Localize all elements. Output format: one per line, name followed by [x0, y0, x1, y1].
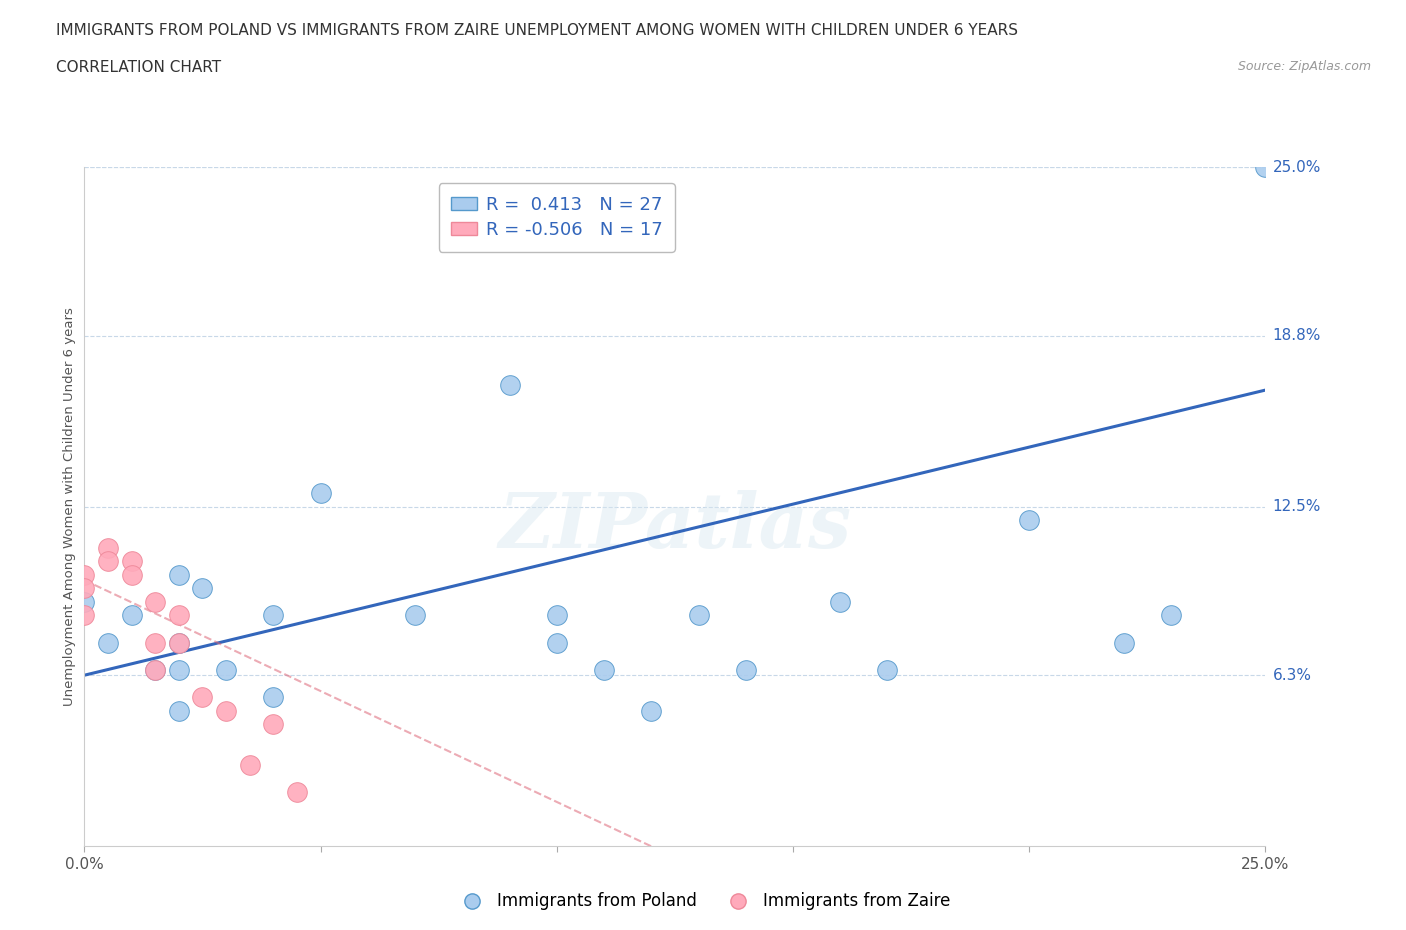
Point — [262, 608, 284, 623]
Point — [143, 662, 166, 677]
Point — [167, 662, 190, 677]
Point — [97, 635, 120, 650]
Point — [262, 689, 284, 704]
Text: 18.8%: 18.8% — [1272, 328, 1320, 343]
Legend: Immigrants from Poland, Immigrants from Zaire: Immigrants from Poland, Immigrants from … — [449, 885, 957, 917]
Text: IMMIGRANTS FROM POLAND VS IMMIGRANTS FROM ZAIRE UNEMPLOYMENT AMONG WOMEN WITH CH: IMMIGRANTS FROM POLAND VS IMMIGRANTS FRO… — [56, 23, 1018, 38]
Point — [191, 689, 214, 704]
Point — [143, 662, 166, 677]
Text: 25.0%: 25.0% — [1272, 160, 1320, 175]
Point — [1112, 635, 1135, 650]
Point — [73, 608, 96, 623]
Point — [97, 540, 120, 555]
Point — [167, 635, 190, 650]
Point — [191, 581, 214, 596]
Point — [546, 608, 568, 623]
Point — [734, 662, 756, 677]
Point — [215, 703, 238, 718]
Point — [167, 635, 190, 650]
Point — [1018, 513, 1040, 528]
Point — [546, 635, 568, 650]
Point — [239, 757, 262, 772]
Point — [688, 608, 710, 623]
Legend: R =  0.413   N = 27, R = -0.506   N = 17: R = 0.413 N = 27, R = -0.506 N = 17 — [439, 183, 675, 252]
Text: Source: ZipAtlas.com: Source: ZipAtlas.com — [1237, 60, 1371, 73]
Point — [215, 662, 238, 677]
Text: 12.5%: 12.5% — [1272, 499, 1320, 514]
Point — [97, 553, 120, 568]
Text: ZIPatlas: ZIPatlas — [498, 490, 852, 565]
Point — [498, 378, 520, 392]
Point — [285, 785, 308, 800]
Point — [167, 703, 190, 718]
Point — [73, 594, 96, 609]
Point — [121, 553, 143, 568]
Y-axis label: Unemployment Among Women with Children Under 6 years: Unemployment Among Women with Children U… — [63, 308, 76, 706]
Point — [876, 662, 898, 677]
Point — [121, 608, 143, 623]
Point — [640, 703, 662, 718]
Point — [167, 608, 190, 623]
Point — [121, 567, 143, 582]
Point — [143, 635, 166, 650]
Point — [309, 485, 332, 500]
Point — [167, 567, 190, 582]
Text: 6.3%: 6.3% — [1272, 668, 1312, 683]
Point — [1254, 160, 1277, 175]
Point — [262, 717, 284, 732]
Point — [1160, 608, 1182, 623]
Text: CORRELATION CHART: CORRELATION CHART — [56, 60, 221, 75]
Point — [143, 594, 166, 609]
Point — [73, 567, 96, 582]
Point — [404, 608, 426, 623]
Point — [593, 662, 616, 677]
Point — [73, 581, 96, 596]
Point — [830, 594, 852, 609]
